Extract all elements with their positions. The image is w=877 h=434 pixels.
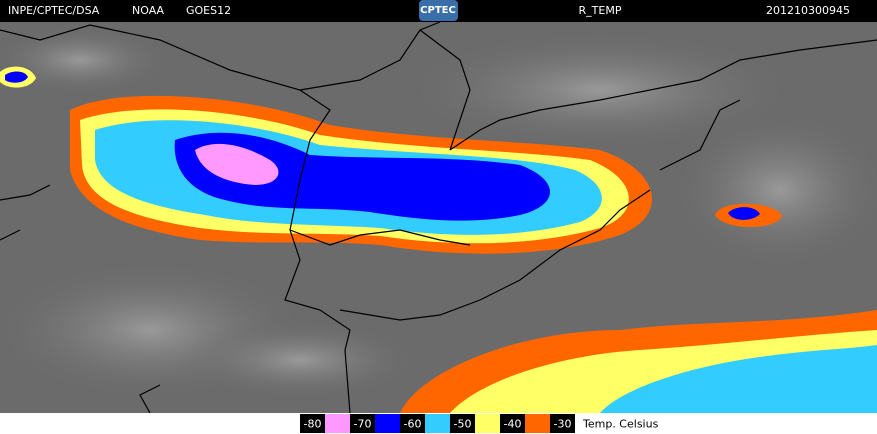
source-label: INPE/CPTEC/DSA	[8, 4, 100, 17]
legend-swatch	[425, 414, 450, 433]
borders	[0, 21, 877, 414]
cloud-haze	[0, 25, 877, 400]
cloud-region	[600, 345, 877, 413]
product-label: R_TEMP	[579, 4, 622, 17]
cloud-region	[174, 132, 550, 221]
legend-label: -30	[554, 418, 572, 431]
legend-unit: Temp. Celsius	[582, 418, 659, 431]
legend-swatch	[475, 414, 500, 433]
cloud-tops	[0, 66, 877, 413]
agency-label: NOAA	[132, 4, 165, 17]
cloud-region	[195, 143, 279, 185]
legend: -80 -70 -60 -50 -40 -30 Temp. Celsius	[300, 414, 659, 433]
legend-label-box	[550, 414, 575, 433]
legend-label: -70	[354, 418, 372, 431]
legend-label-box	[350, 414, 375, 433]
satellite-label: GOES12	[186, 4, 231, 17]
legend-swatch	[375, 414, 400, 433]
cloud-region	[728, 207, 760, 220]
legend-label: -60	[404, 418, 422, 431]
cloud-region	[5, 71, 28, 83]
timestamp-label: 201210300945	[766, 4, 850, 17]
legend-label-box	[400, 414, 425, 433]
legend-swatch	[325, 414, 350, 433]
legend-label: -40	[504, 418, 522, 431]
legend-label-box	[450, 414, 475, 433]
legend-label: -50	[454, 418, 472, 431]
legend-label: -80	[304, 418, 322, 431]
legend-label-box	[500, 414, 525, 433]
legend-label-box	[300, 414, 325, 433]
legend-swatch	[525, 414, 550, 433]
logo-badge	[419, 0, 458, 21]
logo: CPTEC	[420, 5, 456, 16]
